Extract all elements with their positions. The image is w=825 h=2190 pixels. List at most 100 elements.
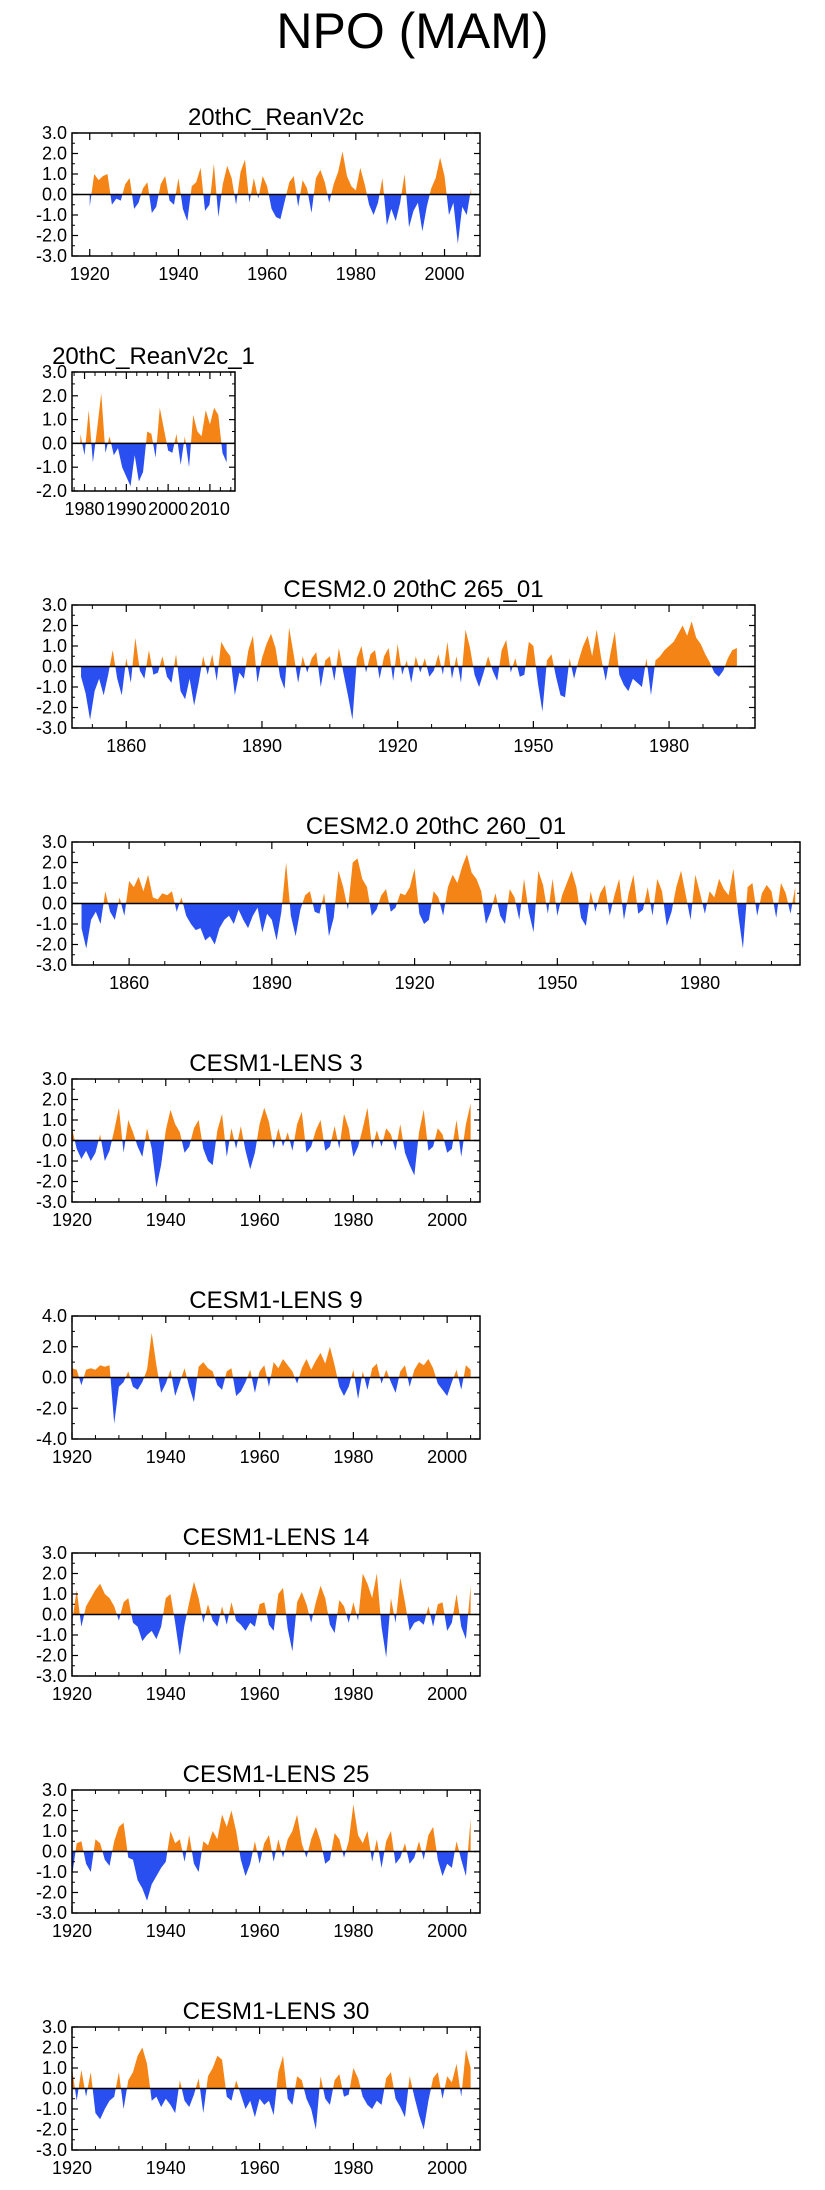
y-tick-label: -3.0 — [36, 246, 67, 266]
y-tick-label: 3.0 — [42, 832, 67, 852]
panel-title: CESM1-LENS 3 — [189, 1050, 362, 1077]
x-tick-label: 1920 — [378, 736, 418, 756]
x-tick-label: 1980 — [333, 2158, 373, 2178]
y-tick-label: 1.0 — [42, 2058, 67, 2078]
figure-title: NPO (MAM) — [276, 3, 549, 59]
y-tick-label: -2.0 — [36, 1172, 67, 1192]
y-tick-label: 1.0 — [42, 636, 67, 656]
y-tick-label: -1.0 — [36, 2099, 67, 2119]
y-tick-label: 2.0 — [42, 2038, 67, 2058]
positive-area — [72, 1573, 471, 1615]
x-tick-label: 1890 — [242, 736, 282, 756]
x-tick-label: 1960 — [247, 264, 287, 284]
x-tick-label: 1980 — [333, 1921, 373, 1941]
x-tick-label: 2000 — [427, 1210, 467, 1230]
x-tick-label: 1980 — [336, 264, 376, 284]
negative-area — [72, 1377, 471, 1424]
y-tick-label: 2.0 — [42, 386, 67, 406]
y-tick-label: 2.0 — [42, 1801, 67, 1821]
y-tick-label: 0.0 — [42, 433, 67, 453]
panel-title: CESM2.0 20thC 265_01 — [283, 576, 543, 603]
negative-area — [72, 1614, 471, 1658]
x-tick-label: 2000 — [424, 264, 464, 284]
y-tick-label: 2.0 — [42, 853, 67, 873]
x-tick-label: 1980 — [333, 1210, 373, 1230]
x-tick-label: 2010 — [190, 499, 230, 519]
panel-title: CESM1-LENS 30 — [183, 1998, 370, 2025]
y-tick-label: 1.0 — [42, 1584, 67, 1604]
x-tick-label: 1940 — [146, 1447, 186, 1467]
x-tick-label: 1960 — [240, 1447, 280, 1467]
x-tick-label: 1950 — [537, 973, 577, 993]
x-tick-label: 1960 — [240, 2158, 280, 2178]
x-tick-label: 1920 — [52, 1921, 92, 1941]
panel-title: CESM1-LENS 9 — [189, 1287, 362, 1314]
y-tick-label: -1.0 — [36, 457, 67, 477]
x-tick-label: 1940 — [158, 264, 198, 284]
negative-area — [81, 903, 796, 949]
x-tick-label: 2000 — [427, 1684, 467, 1704]
x-tick-label: 1990 — [106, 499, 146, 519]
y-tick-label: -1.0 — [36, 1625, 67, 1645]
y-tick-label: -2.0 — [36, 481, 67, 501]
x-tick-label: 1920 — [395, 973, 435, 993]
y-tick-label: 0.0 — [42, 894, 67, 914]
y-tick-label: 3.0 — [42, 2017, 67, 2037]
y-tick-label: 2.0 — [42, 616, 67, 636]
y-tick-label: -1.0 — [36, 1862, 67, 1882]
y-tick-label: -2.0 — [36, 2120, 67, 2140]
x-tick-label: 1920 — [52, 1447, 92, 1467]
x-tick-label: 2000 — [427, 1447, 467, 1467]
y-tick-label: 1.0 — [42, 164, 67, 184]
x-tick-label: 1960 — [240, 1684, 280, 1704]
x-tick-label: 1920 — [52, 1684, 92, 1704]
y-tick-label: -4.0 — [36, 1429, 67, 1449]
x-tick-label: 1860 — [106, 736, 146, 756]
panel-title: CESM2.0 20thC 260_01 — [306, 813, 566, 840]
positive-area — [72, 1804, 471, 1852]
y-tick-label: 0.0 — [42, 657, 67, 677]
y-tick-label: 4.0 — [42, 1306, 67, 1326]
panel-3: CESM2.0 20thC 265_01 3.02.01.00.0-1.0-2.0… — [36, 576, 756, 756]
y-tick-label: -2.0 — [36, 1646, 67, 1666]
panel-5: CESM1-LENS 3 3.02.01.00.0-1.0-2.0-3.01920… — [36, 1050, 481, 1230]
x-tick-label: 1940 — [146, 1921, 186, 1941]
positive-area — [81, 854, 796, 904]
y-tick-label: 0.0 — [42, 2079, 67, 2099]
positive-area — [72, 1103, 471, 1141]
y-tick-label: 3.0 — [42, 362, 67, 382]
y-tick-label: 2.0 — [42, 1564, 67, 1584]
positive-area — [72, 1332, 471, 1378]
negative-area — [72, 1140, 471, 1188]
y-tick-label: -2.0 — [36, 698, 67, 718]
panel-title: CESM1-LENS 25 — [183, 1761, 370, 1788]
panel-4: CESM2.0 20thC 260_01 3.02.01.00.0-1.0-2.0… — [36, 813, 801, 993]
negative-area — [72, 2088, 471, 2130]
x-tick-label: 1940 — [146, 1684, 186, 1704]
panel-9: CESM1-LENS 30 3.02.01.00.0-1.0-2.0-3.0192… — [36, 1998, 481, 2178]
y-tick-label: 3.0 — [42, 1543, 67, 1563]
y-tick-label: 3.0 — [42, 1069, 67, 1089]
panel-title: 20thC_ReanV2c_1 — [52, 343, 255, 370]
x-tick-label: 1980 — [65, 499, 105, 519]
y-tick-label: 0.0 — [42, 1368, 67, 1388]
x-tick-label: 2000 — [148, 499, 188, 519]
panel-title: 20thC_ReanV2c — [188, 104, 364, 131]
x-tick-label: 1950 — [513, 736, 553, 756]
y-tick-label: 2.0 — [42, 1090, 67, 1110]
y-tick-label: -2.0 — [36, 226, 67, 246]
x-tick-label: 2000 — [427, 2158, 467, 2178]
x-tick-label: 1920 — [52, 1210, 92, 1230]
y-tick-label: 3.0 — [42, 123, 67, 143]
y-tick-label: 0.0 — [42, 185, 67, 205]
x-tick-label: 1940 — [146, 1210, 186, 1230]
y-tick-label: -2.0 — [36, 1398, 67, 1418]
y-tick-label: -2.0 — [36, 935, 67, 955]
y-tick-label: 1.0 — [42, 410, 67, 430]
y-tick-label: -3.0 — [36, 2140, 67, 2160]
x-tick-label: 1980 — [333, 1684, 373, 1704]
y-tick-label: -1.0 — [36, 205, 67, 225]
